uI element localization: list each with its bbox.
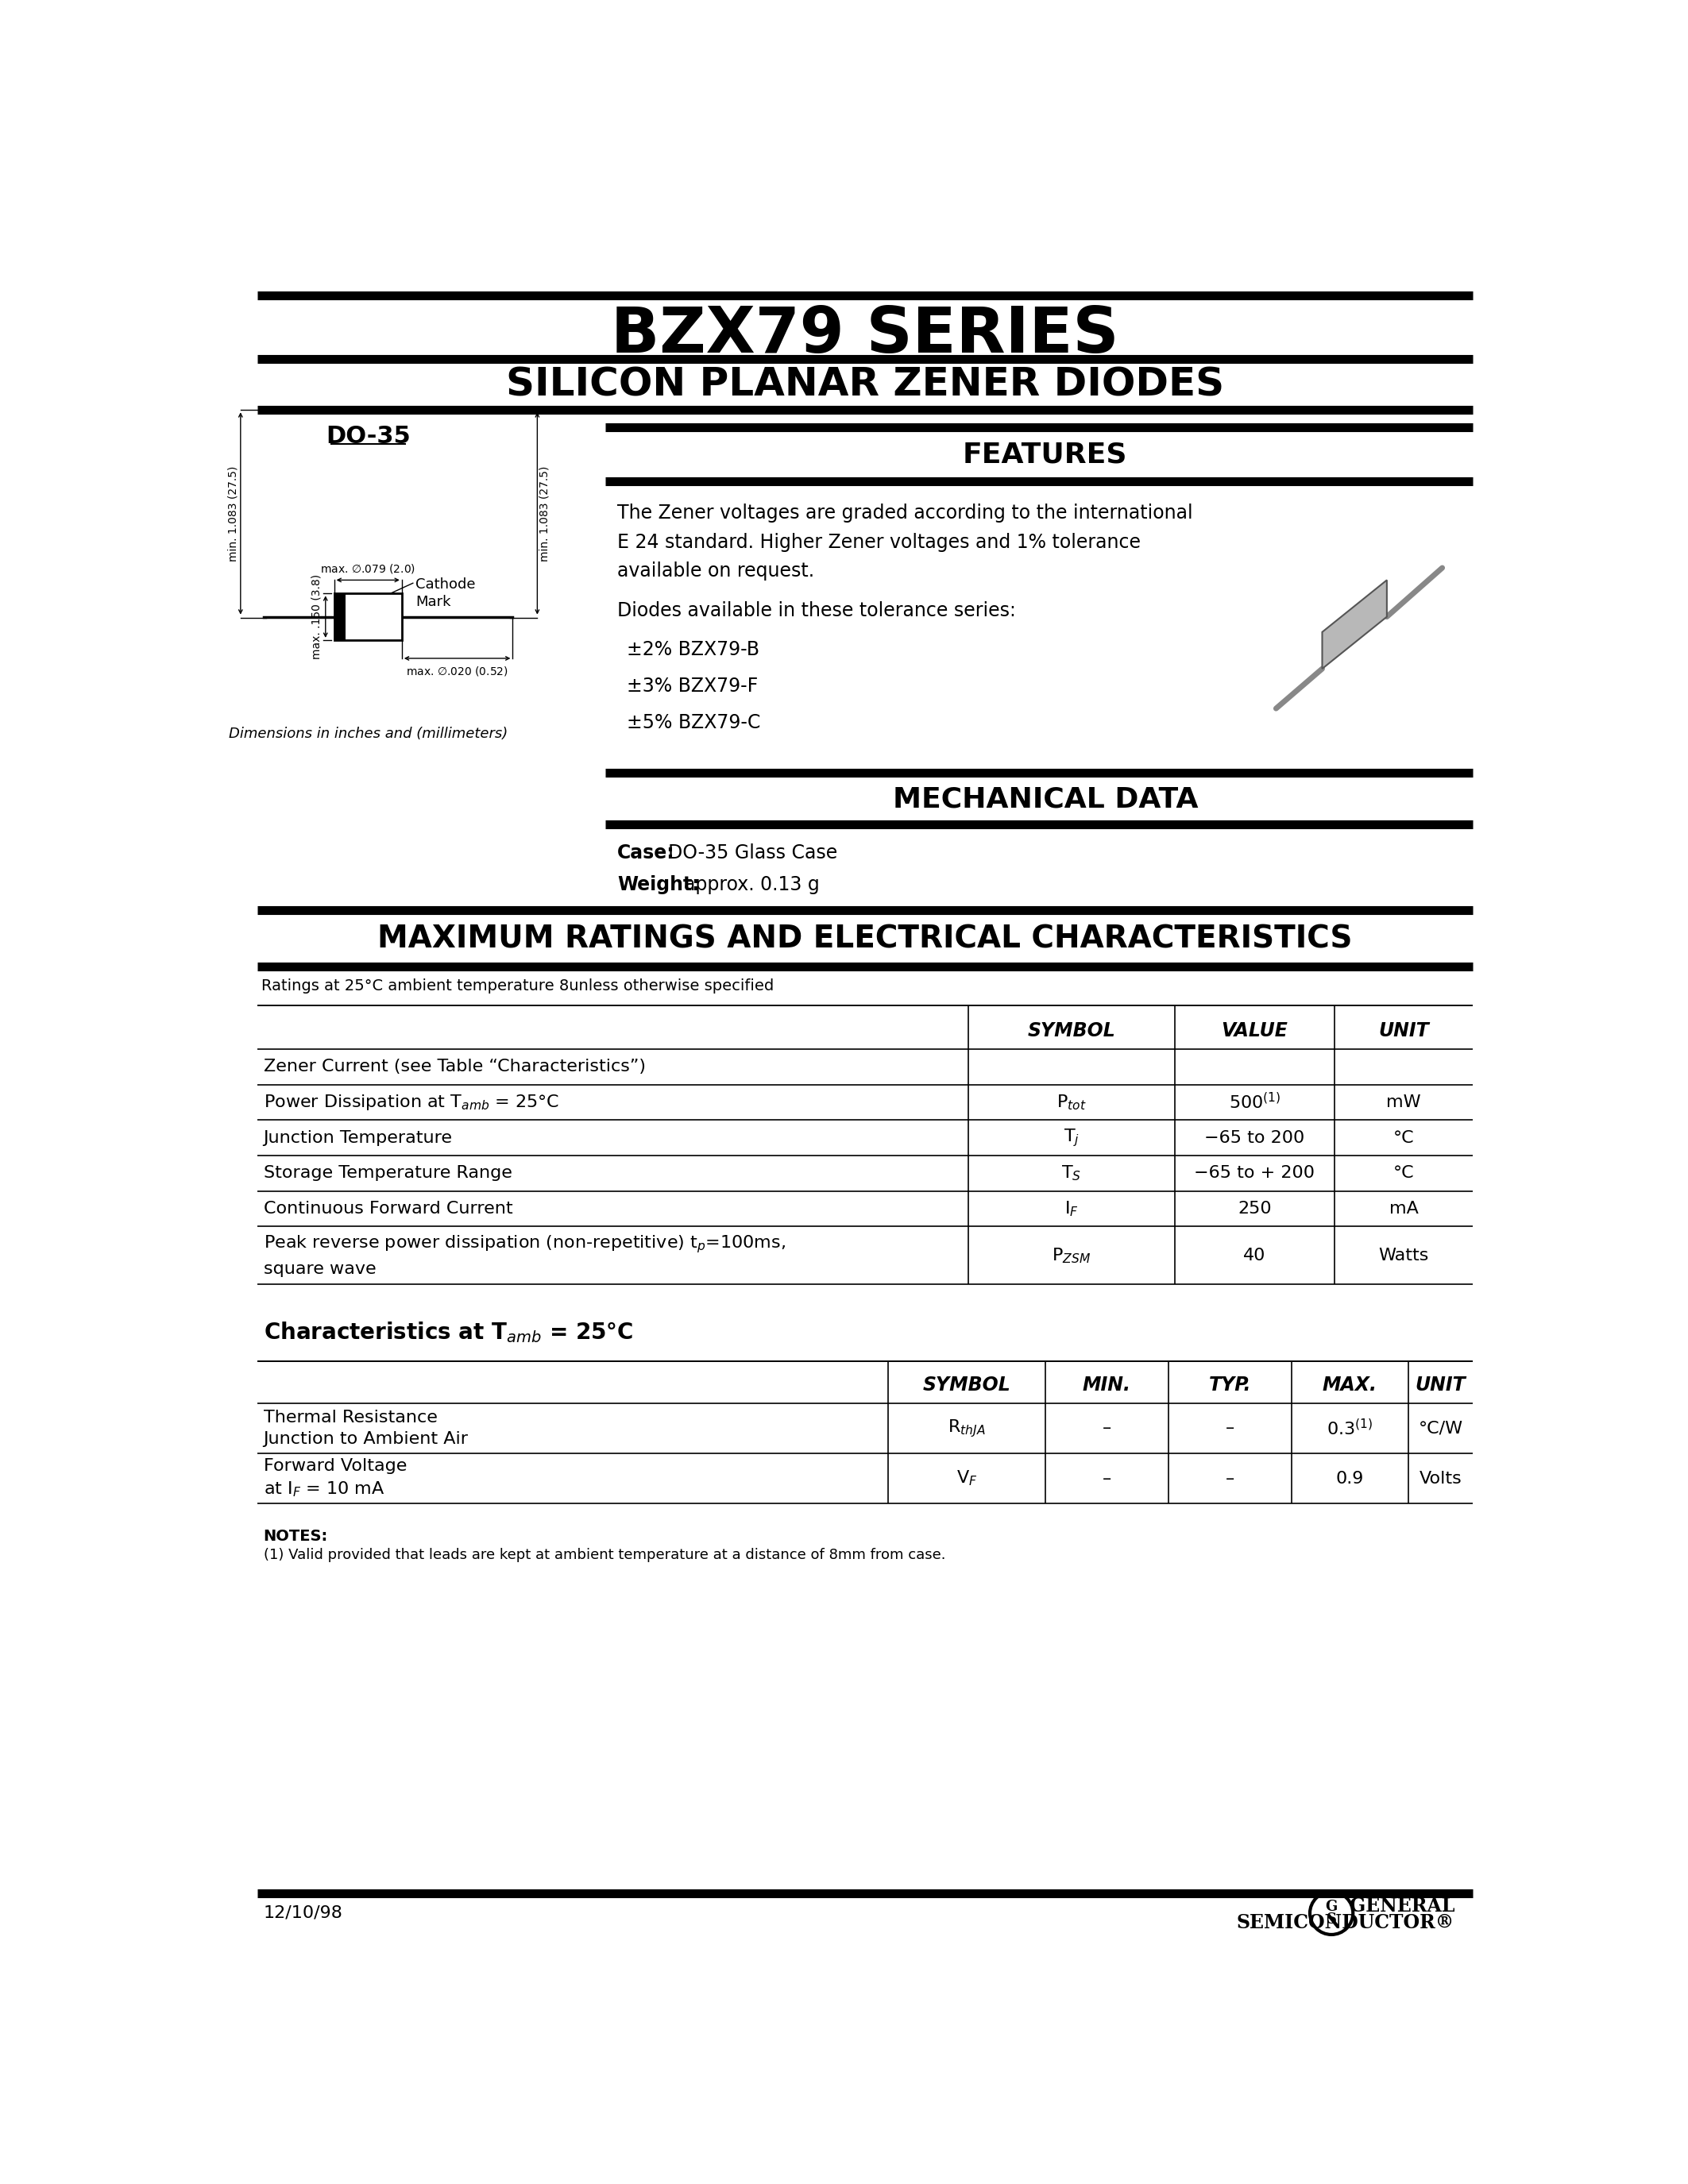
- Text: Zener Current (see Table “Characteristics”): Zener Current (see Table “Characteristic…: [263, 1059, 645, 1075]
- Text: Weight:: Weight:: [618, 876, 699, 893]
- Text: 250: 250: [1237, 1201, 1271, 1216]
- Text: UNIT: UNIT: [1379, 1022, 1430, 1040]
- Text: DO-35: DO-35: [326, 426, 410, 448]
- Text: mW: mW: [1386, 1094, 1421, 1109]
- Text: FEATURES: FEATURES: [962, 441, 1128, 467]
- Text: Characteristics at T$_{amb}$ = 25°C: Characteristics at T$_{amb}$ = 25°C: [263, 1319, 633, 1345]
- Text: °C: °C: [1393, 1129, 1415, 1147]
- Text: Diodes available in these tolerance series:: Diodes available in these tolerance seri…: [618, 601, 1016, 620]
- Text: Dimensions in inches and (millimeters): Dimensions in inches and (millimeters): [228, 727, 508, 740]
- Text: max. $\varnothing$.020 (0.52): max. $\varnothing$.020 (0.52): [407, 664, 508, 677]
- Text: max. $\varnothing$.079 (2.0): max. $\varnothing$.079 (2.0): [321, 563, 415, 574]
- Bar: [334, 594, 402, 640]
- Text: 0.3$^{(1)}$: 0.3$^{(1)}$: [1327, 1417, 1372, 1439]
- Text: Ratings at 25°C ambient temperature 8unless otherwise specified: Ratings at 25°C ambient temperature 8unl…: [262, 978, 775, 994]
- Text: min. 1.083 (27.5): min. 1.083 (27.5): [538, 465, 550, 561]
- Text: MAX.: MAX.: [1322, 1376, 1377, 1393]
- Text: Junction Temperature: Junction Temperature: [263, 1129, 452, 1147]
- Text: SEMICONDUCTOR®: SEMICONDUCTOR®: [1237, 1913, 1455, 1933]
- Text: min. 1.083 (27.5): min. 1.083 (27.5): [228, 465, 238, 561]
- Text: Watts: Watts: [1379, 1247, 1430, 1262]
- Text: ±2% BZX79-B: ±2% BZX79-B: [626, 640, 760, 660]
- Text: Case:: Case:: [618, 843, 675, 863]
- Text: Volts: Volts: [1420, 1470, 1462, 1487]
- Text: UNIT: UNIT: [1415, 1376, 1465, 1393]
- Text: Continuous Forward Current: Continuous Forward Current: [263, 1201, 513, 1216]
- Text: –: –: [1102, 1420, 1111, 1437]
- Text: V$_F$: V$_F$: [955, 1470, 977, 1487]
- Text: Cathode
Mark: Cathode Mark: [415, 577, 476, 609]
- Text: −65 to 200: −65 to 200: [1204, 1129, 1305, 1147]
- Text: –: –: [1225, 1420, 1234, 1437]
- Text: VALUE: VALUE: [1220, 1022, 1288, 1040]
- Text: G
S: G S: [1325, 1900, 1337, 1926]
- Text: Power Dissipation at T$_{amb}$ = 25°C: Power Dissipation at T$_{amb}$ = 25°C: [263, 1092, 559, 1112]
- Text: ±3% BZX79-F: ±3% BZX79-F: [626, 677, 758, 697]
- Text: BZX79 SERIES: BZX79 SERIES: [611, 304, 1119, 367]
- Text: Peak reverse power dissipation (non-repetitive) t$_p$=100ms,
square wave: Peak reverse power dissipation (non-repe…: [263, 1234, 785, 1278]
- Text: MIN.: MIN.: [1082, 1376, 1131, 1393]
- Text: P$_{ZSM}$: P$_{ZSM}$: [1052, 1247, 1090, 1265]
- Text: SYMBOL: SYMBOL: [923, 1376, 1011, 1393]
- Text: The Zener voltages are graded according to the international
E 24 standard. High: The Zener voltages are graded according …: [618, 505, 1193, 581]
- Text: Thermal Resistance
Junction to Ambient Air: Thermal Resistance Junction to Ambient A…: [263, 1411, 468, 1446]
- Text: Forward Voltage
at I$_F$ = 10 mA: Forward Voltage at I$_F$ = 10 mA: [263, 1459, 407, 1498]
- Text: MECHANICAL DATA: MECHANICAL DATA: [893, 786, 1198, 812]
- Text: TYP.: TYP.: [1209, 1376, 1251, 1393]
- Text: Storage Temperature Range: Storage Temperature Range: [263, 1166, 511, 1182]
- Text: 40: 40: [1242, 1247, 1266, 1262]
- Text: I$_F$: I$_F$: [1063, 1199, 1079, 1219]
- Text: NOTES:: NOTES:: [263, 1529, 327, 1544]
- Text: –: –: [1102, 1470, 1111, 1487]
- Text: (1) Valid provided that leads are kept at ambient temperature at a distance of 8: (1) Valid provided that leads are kept a…: [263, 1548, 945, 1562]
- Text: R$_{thJA}$: R$_{thJA}$: [947, 1417, 986, 1439]
- Text: approx. 0.13 g: approx. 0.13 g: [684, 876, 819, 893]
- Text: SILICON PLANAR ZENER DIODES: SILICON PLANAR ZENER DIODES: [506, 365, 1224, 404]
- Text: DO-35 Glass Case: DO-35 Glass Case: [668, 843, 837, 863]
- Text: SYMBOL: SYMBOL: [1028, 1022, 1116, 1040]
- Bar: [334, 594, 346, 640]
- Text: ±5% BZX79-C: ±5% BZX79-C: [626, 714, 760, 732]
- Text: MAXIMUM RATINGS AND ELECTRICAL CHARACTERISTICS: MAXIMUM RATINGS AND ELECTRICAL CHARACTER…: [378, 924, 1352, 954]
- Text: 0.9: 0.9: [1335, 1470, 1364, 1487]
- Text: 500$^{(1)}$: 500$^{(1)}$: [1229, 1092, 1281, 1112]
- Text: °C/W: °C/W: [1418, 1420, 1463, 1437]
- Text: °C: °C: [1393, 1166, 1415, 1182]
- Text: P$_{tot}$: P$_{tot}$: [1057, 1092, 1087, 1112]
- Polygon shape: [1322, 581, 1388, 668]
- Text: T$_j$: T$_j$: [1063, 1127, 1079, 1149]
- Text: –: –: [1225, 1470, 1234, 1487]
- Text: −65 to + 200: −65 to + 200: [1193, 1166, 1315, 1182]
- Text: 12/10/98: 12/10/98: [263, 1904, 343, 1922]
- Text: GENERAL: GENERAL: [1349, 1896, 1455, 1915]
- Text: mA: mA: [1389, 1201, 1418, 1216]
- Text: max. .150 (3.8): max. .150 (3.8): [311, 574, 322, 660]
- Text: T$_S$: T$_S$: [1062, 1164, 1082, 1182]
